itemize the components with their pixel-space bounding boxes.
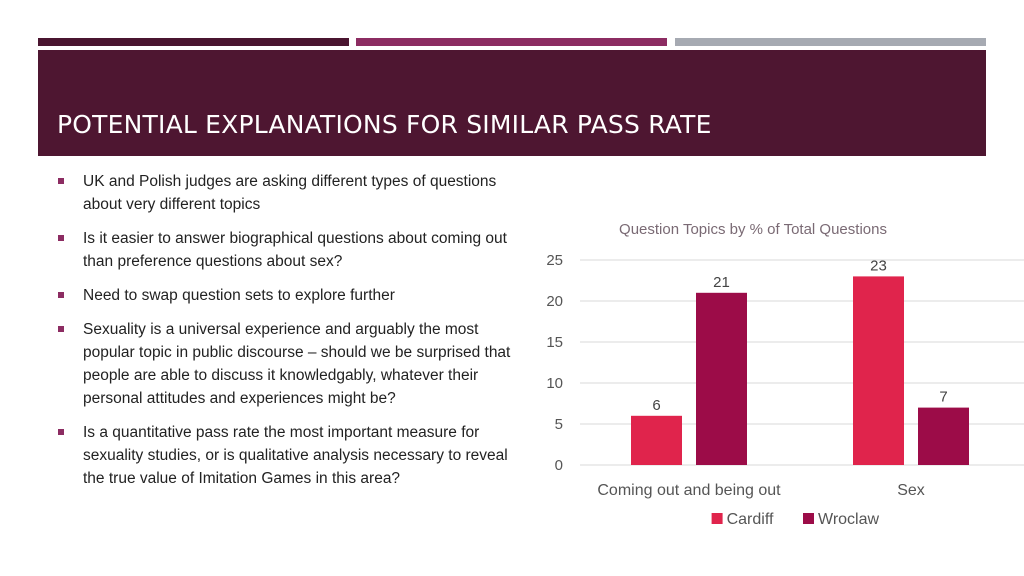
bullet-item: Need to swap question sets to explore fu… [56, 284, 526, 307]
chart-svg: Question Topics by % of Total Questions … [546, 221, 1024, 528]
square-bullet-icon [58, 429, 64, 435]
bar-chart: Question Topics by % of Total Questions … [530, 210, 1024, 540]
accent-bar-dark [38, 38, 349, 46]
bullet-item: UK and Polish judges are asking differen… [56, 170, 526, 216]
y-tick-label: 25 [546, 252, 563, 269]
accent-bar-grey [675, 38, 986, 46]
y-tick-label: 0 [555, 457, 563, 474]
bullet-item: Is it easier to answer biographical ques… [56, 227, 526, 273]
square-bullet-icon [58, 235, 64, 241]
x-category-label: Sex [897, 482, 925, 499]
title-band: POTENTIAL EXPLANATIONS FOR SIMILAR PASS … [38, 50, 986, 156]
square-bullet-icon [58, 178, 64, 184]
data-label: 21 [713, 274, 730, 291]
bullet-text: Is it easier to answer biographical ques… [83, 230, 507, 270]
y-tick-label: 15 [546, 334, 563, 351]
legend-label: Wroclaw [818, 511, 879, 528]
y-tick-label: 5 [555, 416, 563, 433]
bars [631, 276, 969, 465]
bar-cardiff [631, 415, 682, 465]
bullet-text: Sexuality is a universal experience and … [83, 321, 511, 407]
bar-wroclaw [918, 407, 969, 465]
data-label: 23 [870, 257, 887, 274]
bullet-text: Is a quantitative pass rate the most imp… [83, 424, 508, 487]
bullet-text: Need to swap question sets to explore fu… [83, 287, 395, 304]
bullet-list: UK and Polish judges are asking differen… [56, 170, 526, 501]
data-label: 6 [652, 397, 660, 414]
axis-labels: 0 5 10 15 20 25 Coming out and being out Sex [546, 252, 924, 499]
square-bullet-icon [58, 326, 64, 332]
square-bullet-icon [58, 292, 64, 298]
legend: Cardiff Wroclaw [711, 511, 879, 528]
legend-swatch [803, 513, 814, 524]
bullet-item: Sexuality is a universal experience and … [56, 318, 526, 410]
data-labels: 6 21 23 7 [652, 257, 947, 413]
bar-cardiff [853, 276, 904, 465]
bullet-text: UK and Polish judges are asking differen… [83, 173, 497, 213]
y-tick-label: 20 [546, 293, 563, 310]
bar-wroclaw [696, 292, 747, 465]
legend-swatch [711, 513, 723, 524]
slide-title: POTENTIAL EXPLANATIONS FOR SIMILAR PASS … [57, 110, 712, 139]
x-category-label: Coming out and being out [597, 482, 781, 499]
bullet-item: Is a quantitative pass rate the most imp… [56, 421, 526, 490]
y-tick-label: 10 [546, 375, 563, 392]
legend-label: Cardiff [727, 511, 774, 528]
accent-bar-magenta [356, 38, 667, 46]
data-label: 7 [939, 389, 947, 406]
chart-title: Question Topics by % of Total Questions [619, 221, 887, 238]
